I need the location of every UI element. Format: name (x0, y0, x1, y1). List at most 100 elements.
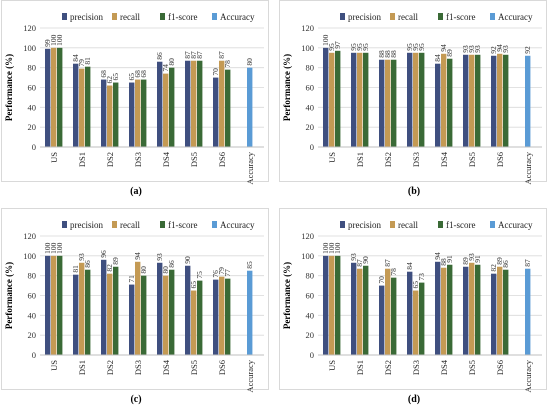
data-label: 89 (495, 257, 504, 265)
x-tick-label: DS1 (77, 152, 87, 167)
data-label: 74 (161, 64, 170, 72)
legend-label: Accuracy (220, 12, 255, 22)
bar (441, 267, 447, 355)
data-label: 80 (245, 58, 254, 66)
data-label: 95 (327, 43, 336, 51)
data-label: 95 (361, 43, 370, 51)
x-tick-label: US (49, 152, 59, 163)
data-label: 81 (71, 265, 80, 273)
data-label: 94 (133, 252, 142, 260)
data-label: 73 (417, 273, 426, 281)
bar (351, 52, 357, 147)
bar (525, 55, 531, 148)
y-tick-label: 40 (28, 310, 37, 320)
y-axis-label: Performance (%) (4, 262, 14, 329)
legend-label: f1-score (446, 220, 475, 230)
x-tick-label: DS3 (411, 360, 421, 375)
bar (185, 60, 191, 147)
bar (107, 273, 113, 355)
bar (107, 85, 113, 147)
data-label: 93 (467, 253, 476, 261)
y-tick-label: 100 (23, 251, 36, 261)
data-label: 94 (495, 44, 504, 52)
data-label: 70 (211, 68, 220, 76)
bar (79, 68, 85, 147)
x-tick-label: DS4 (161, 359, 171, 375)
bar (329, 52, 335, 147)
bar (413, 290, 419, 355)
data-label: 93 (349, 253, 358, 261)
legend-swatch (112, 13, 117, 20)
y-tick-label: 40 (306, 310, 315, 320)
x-tick-label: US (327, 152, 337, 163)
bar (525, 268, 531, 355)
data-label: 68 (139, 70, 148, 78)
data-label: 100 (321, 34, 330, 46)
bar (323, 255, 329, 355)
data-label: 96 (99, 250, 108, 258)
bar (329, 255, 335, 355)
bar (391, 59, 397, 147)
bar (379, 285, 385, 355)
data-label: 92 (489, 46, 498, 54)
x-tick-label: US (49, 360, 59, 371)
bar (491, 55, 497, 148)
data-label: 90 (183, 256, 192, 264)
legend-label: recall (398, 12, 418, 22)
legend-swatch (62, 13, 67, 20)
bar (247, 270, 253, 355)
data-label: 95 (417, 43, 426, 51)
bar (85, 269, 91, 355)
legend-swatch (212, 13, 217, 20)
x-tick-label: Accuracy (523, 151, 533, 184)
bar (335, 50, 341, 147)
bar (213, 77, 219, 147)
data-label: 70 (377, 276, 386, 284)
data-label: 89 (445, 49, 454, 57)
data-label: 81 (83, 57, 92, 65)
bar (191, 60, 197, 147)
data-label: 88 (383, 50, 392, 58)
x-tick-label: DS1 (77, 360, 87, 375)
data-label: 95 (405, 43, 414, 51)
y-tick-label: 0 (310, 350, 314, 360)
data-label: 100 (43, 242, 52, 254)
legend-swatch (340, 221, 345, 228)
data-label: 80 (167, 58, 176, 66)
y-tick-label: 100 (301, 43, 314, 53)
y-tick-label: 0 (32, 350, 36, 360)
data-label: 84 (405, 262, 414, 270)
data-label: 93 (155, 253, 164, 261)
bar (351, 262, 357, 355)
x-tick-label: DS4 (161, 151, 171, 167)
data-label: 95 (355, 43, 364, 51)
data-label: 65 (127, 73, 136, 81)
panel-label: (a) (130, 186, 142, 197)
legend-label: Accuracy (498, 220, 533, 230)
x-tick-label: DS6 (217, 360, 227, 375)
data-label: 95 (411, 43, 420, 51)
bar (335, 255, 341, 355)
x-tick-label: Accuracy (245, 151, 255, 184)
data-label: 78 (223, 60, 232, 68)
bar (447, 58, 453, 147)
y-axis-label: Performance (%) (282, 54, 292, 121)
data-label: 65 (411, 281, 420, 289)
bar (379, 59, 385, 147)
bar (197, 60, 203, 147)
bar (357, 52, 363, 147)
legend-label: Accuracy (498, 12, 533, 22)
bar-chart: 0 20 40 60 80 100 120 Performance (%) precision r… (4, 12, 264, 185)
y-tick-label: 0 (310, 142, 314, 152)
bar (169, 269, 175, 355)
y-tick-label: 100 (301, 251, 314, 261)
legend-swatch (390, 221, 395, 228)
data-label: 79 (217, 267, 226, 275)
bar (385, 268, 391, 355)
data-label: 93 (461, 45, 470, 53)
data-label: 68 (133, 70, 142, 78)
data-label: 87 (195, 51, 204, 59)
bar (503, 269, 509, 355)
x-tick-label: DS5 (467, 360, 477, 375)
data-label: 93 (501, 45, 510, 53)
